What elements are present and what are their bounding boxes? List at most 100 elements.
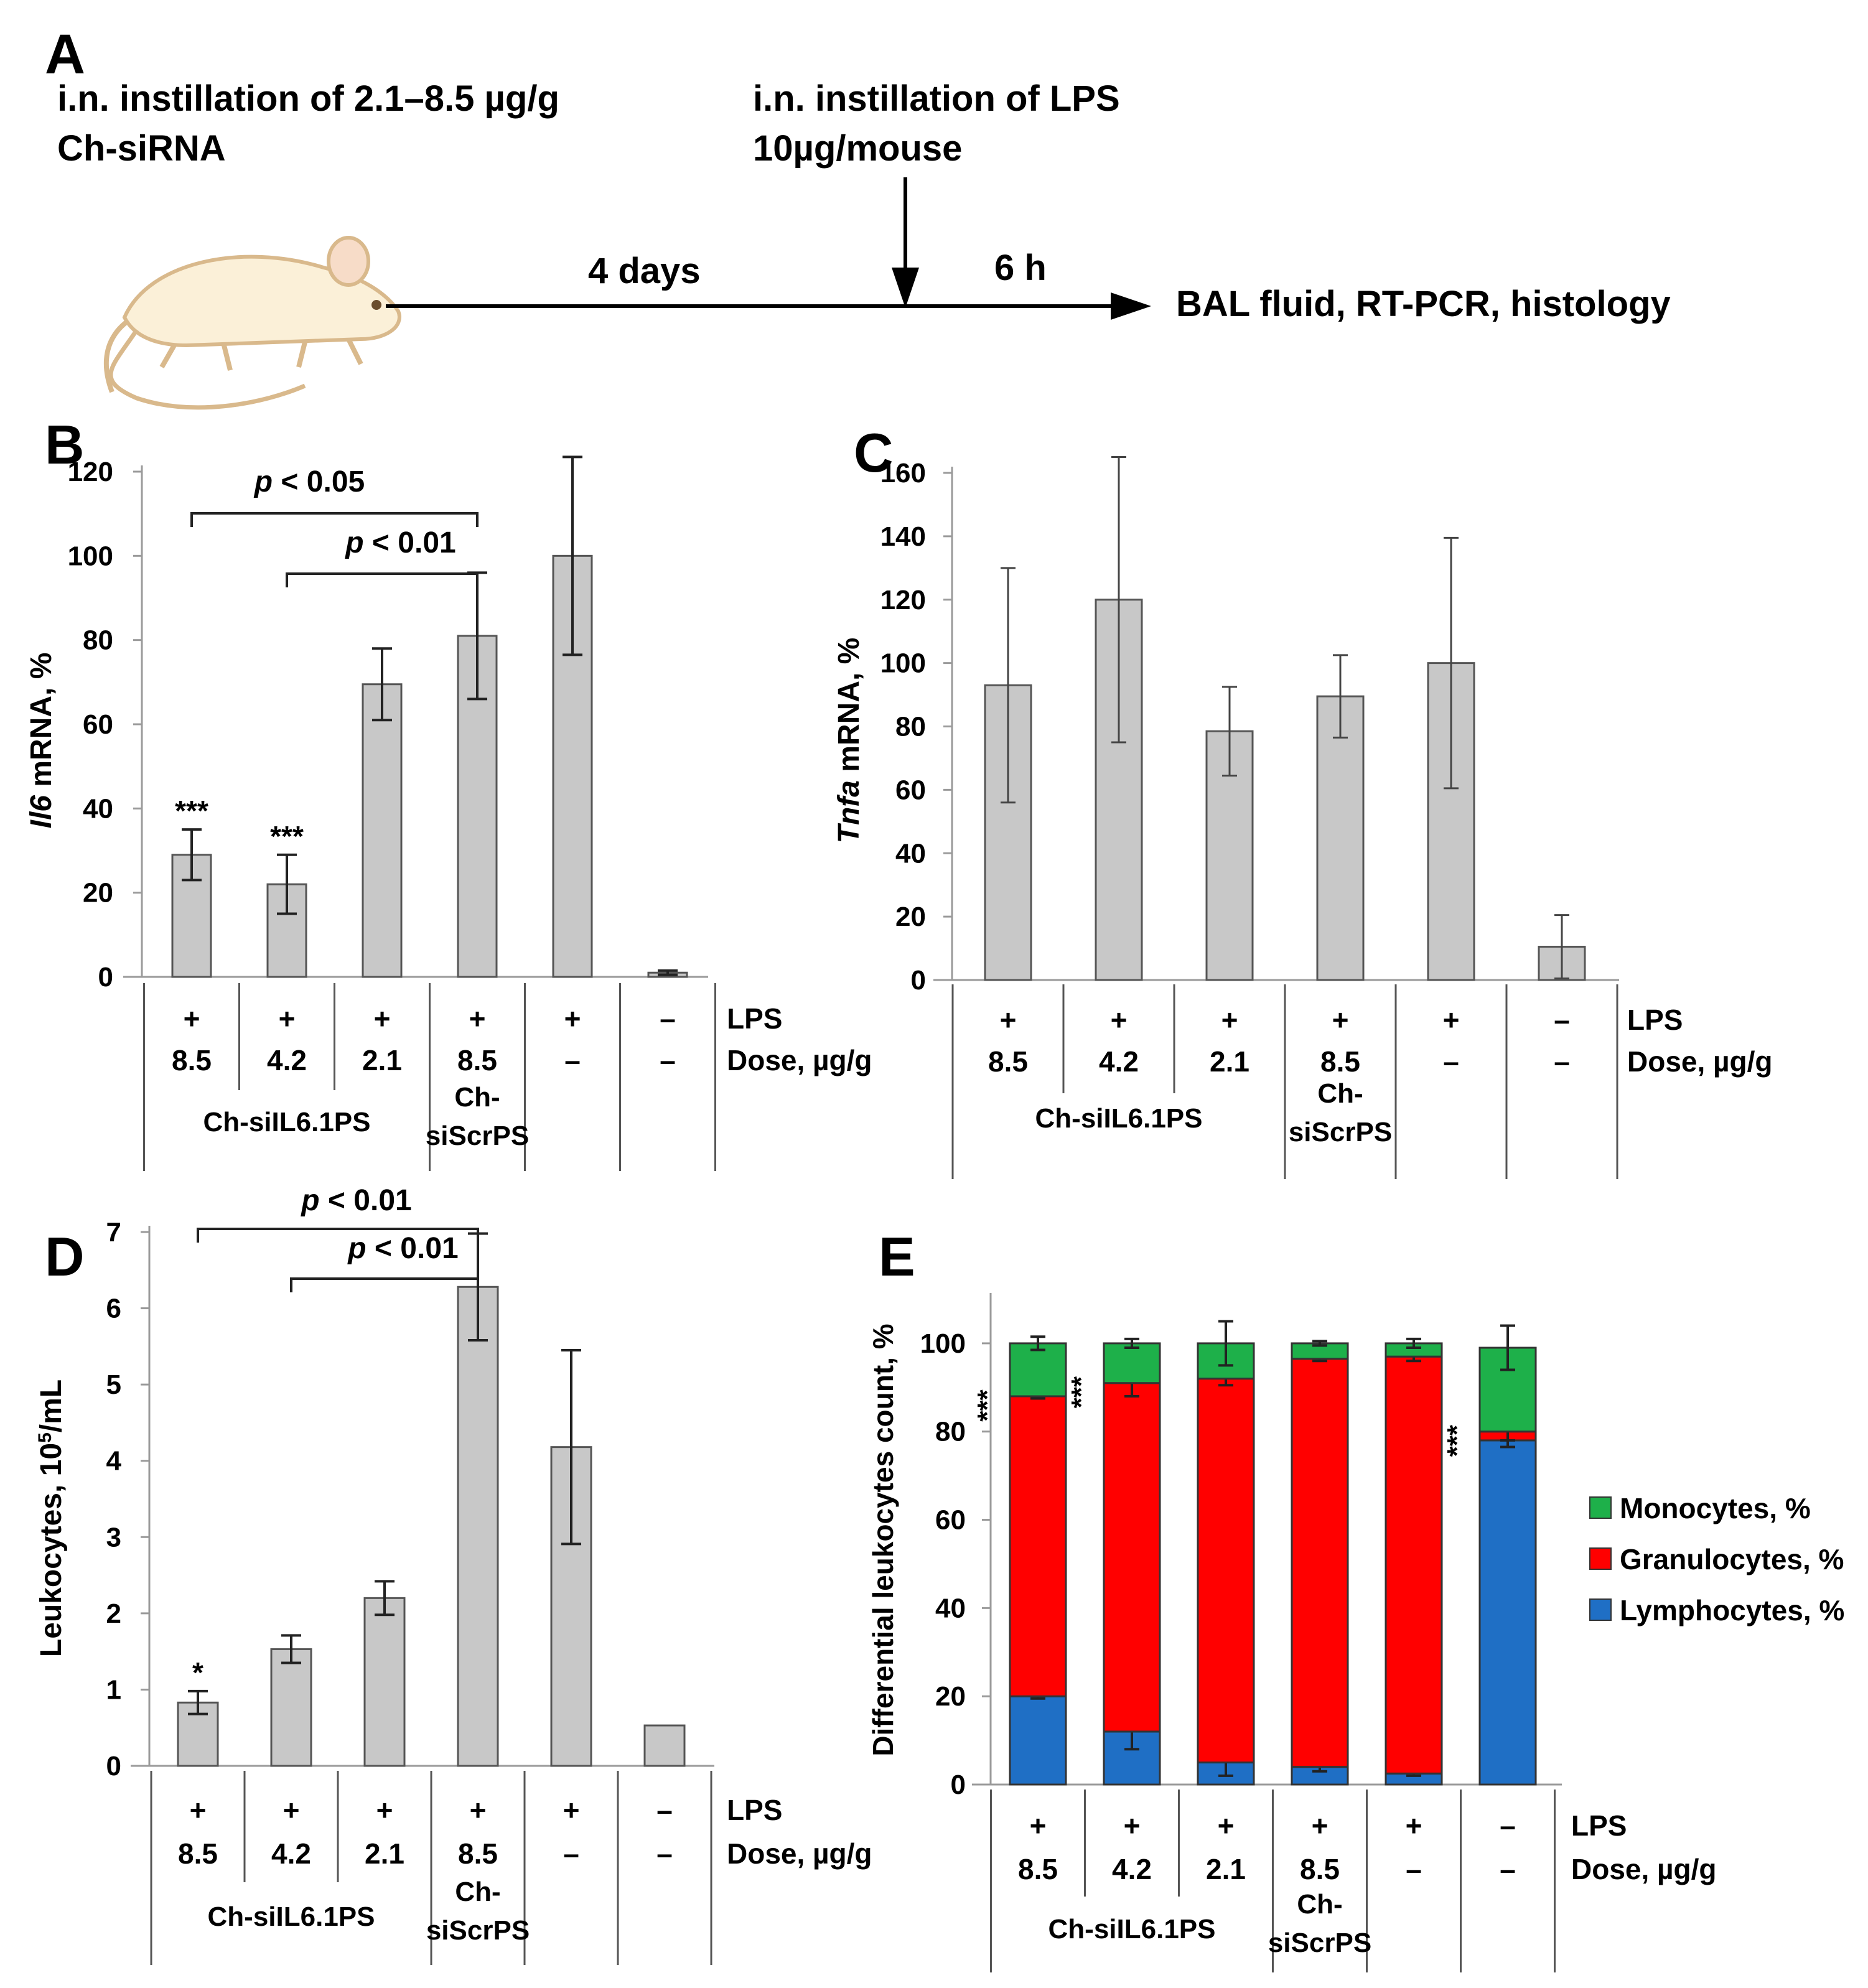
panel-b-ytick-label: 20 (83, 878, 113, 908)
panel-d-ylabel-main: Leukocytes, 10 (35, 1443, 68, 1657)
panel-d-p-value: p < 0.01 (347, 1232, 458, 1265)
panel-e-label: E (879, 1226, 915, 1287)
panel-d-lps-value: + (376, 1794, 393, 1826)
panel-e-ytick-label: 0 (951, 1770, 966, 1800)
panel-e-ytick-label: 100 (920, 1328, 966, 1359)
panel-d-dose-value: 2.1 (365, 1837, 404, 1870)
panel-e-significance-mark: *** (1442, 1424, 1472, 1457)
panel-c-bar (1316, 695, 1365, 981)
panel-c-ytick-label: 140 (880, 521, 926, 552)
panel-e-lps-value: + (1406, 1809, 1422, 1842)
panel-c-lps-value: + (1111, 1004, 1128, 1036)
panel-a-label: A (45, 24, 85, 86)
step2-text-line2: 10µg/mouse (753, 128, 962, 169)
mouse-icon (103, 236, 401, 410)
panel-e-segment-monocytes (1103, 1342, 1161, 1384)
panel-c-dose-row-label: Dose, µg/g (1627, 1045, 1773, 1078)
panel-e-legend-label: Lymphocytes, % (1620, 1594, 1844, 1626)
panel-d-ytick-label: 5 (106, 1370, 121, 1400)
panel-b-significance-bracket (286, 572, 479, 587)
panel-b-dose-value: 4.2 (267, 1044, 307, 1076)
panel-e-ytick-label: 80 (935, 1417, 966, 1447)
panel-b-lps-value: – (660, 1002, 676, 1035)
panel-d-chart: 0 1 2 3 4 5 6 7 LPS Dose, µg/g +8.5 +4.2 +2.1 +8.5 + – –… (106, 1184, 872, 1965)
panel-e-segment-granulocytes (1197, 1378, 1255, 1764)
panel-c-lps-row-label: LPS (1627, 1004, 1683, 1036)
panel-b-lps-value: + (279, 1002, 296, 1035)
panel-c-ytick-label: 0 (911, 965, 926, 996)
panel-e-segment-lymphocytes (1009, 1695, 1067, 1786)
panel-c-dose-value: – (1554, 1045, 1570, 1078)
panel-d-dose-value: 4.2 (271, 1837, 311, 1870)
panel-d-lps-value: + (563, 1794, 580, 1826)
panel-d-ytick-label: 3 (106, 1522, 121, 1552)
panel-b-ylabel: Il6 mRNA, % (25, 653, 58, 829)
panel-c-ytick-label: 120 (880, 585, 926, 615)
panel-d-lps-value: + (283, 1794, 300, 1826)
panel-d-significance-bracket (290, 1277, 479, 1292)
panel-e-segment-granulocytes (1103, 1382, 1161, 1733)
panel-b-label: B (45, 414, 85, 475)
panel-e-legend-label: Monocytes, % (1620, 1492, 1811, 1524)
panel-d-group1-label: Ch-siIL6.1PS (208, 1902, 375, 1932)
panel-b-bar (362, 683, 403, 978)
interval-4-days: 4 days (588, 251, 701, 291)
panel-d-dose-value: 8.5 (458, 1837, 498, 1870)
panel-e-chart: 0 20 40 60 80 100 LPS Dose, µg/g +8.5 +4.2 +2.1 +8.… (920, 1293, 1844, 1972)
panel-d-ytick-label: 6 (106, 1294, 121, 1324)
panel-d-lps-value: + (190, 1794, 207, 1826)
panel-b-group2-label-line1: Ch- (454, 1082, 500, 1113)
lps-arrowhead (892, 268, 919, 308)
panel-d-ytick-label: 4 (106, 1446, 122, 1477)
panel-c-chart: 0 20 40 60 80 100 120 140 160 LPS Dose, µg/g +8.5 +4… (880, 456, 1773, 1179)
interval-6-h: 6 h (994, 248, 1047, 288)
panel-b-dose-value: 2.1 (362, 1044, 402, 1076)
panel-c-group2-label-line1: Ch- (1317, 1078, 1363, 1109)
panel-b-lps-value: + (184, 1002, 200, 1035)
panel-e-ytick-label: 20 (935, 1681, 966, 1712)
panel-b-ylabel-rest: mRNA, % (25, 653, 58, 795)
panel-e-dose-value: 8.5 (1300, 1853, 1340, 1885)
panel-d-lps-value: – (656, 1794, 673, 1826)
panel-b-ytick-label: 60 (83, 709, 113, 740)
panel-d-bar (457, 1286, 499, 1767)
panel-b-dose-value: 8.5 (172, 1044, 212, 1076)
panel-c-ylabel-italic: Tnfa (833, 780, 866, 843)
panel-c-ylabel: Tnfa mRNA, % (833, 638, 866, 844)
panel-e-segment-granulocytes (1291, 1358, 1349, 1768)
panel-b-dose-row-label: Dose, µg/g (727, 1044, 872, 1076)
panel-e-dose-row-label: Dose, µg/g (1571, 1853, 1717, 1885)
panel-e-segment-granulocytes (1385, 1355, 1443, 1775)
panel-c-ytick-label: 20 (895, 902, 926, 932)
panel-e-segment-granulocytes (1009, 1395, 1067, 1697)
timeline-arrowhead (1111, 292, 1151, 320)
panel-b-ylabel-italic: Il6 (25, 795, 58, 829)
panel-b-significance-mark: *** (175, 795, 208, 827)
panel-e-dose-value: 8.5 (1018, 1853, 1058, 1885)
step1-text-line1: i.n. instillation of 2.1–8.5 µg/g (57, 78, 559, 119)
panel-d-ytick-label: 0 (106, 1751, 121, 1781)
panel-e-lps-value: – (1500, 1809, 1516, 1842)
panel-d-dose-value: – (563, 1837, 579, 1870)
panel-c-ytick-label: 80 (895, 712, 926, 742)
panel-b-dose-value: – (660, 1044, 676, 1076)
panel-c-ytick-label: 160 (880, 458, 926, 488)
panel-e-dose-value: – (1406, 1853, 1422, 1885)
panel-c-ytick-label: 40 (895, 838, 926, 869)
panel-e-group2-label-line1: Ch- (1297, 1889, 1342, 1920)
panel-c-dose-value: 4.2 (1099, 1045, 1139, 1078)
panel-b-lps-value: + (564, 1002, 581, 1035)
panel-e-ylabel: Differential leukocytes count, % (867, 1323, 899, 1756)
panel-d-ylabel: Leukocytes, 105/mL (35, 1379, 68, 1657)
panel-b-lps-row-label: LPS (727, 1002, 782, 1035)
panel-d-significance-bracket (197, 1228, 479, 1243)
panel-a: A i.n. instillation of 2.1–8.5 µg/g Ch-s… (45, 24, 1671, 410)
panel-d-label: D (45, 1226, 85, 1287)
panel-e-segment-lymphocytes (1478, 1439, 1537, 1786)
panel-d-bar (270, 1648, 312, 1767)
panel-e-legend-swatch (1589, 1598, 1612, 1621)
panel-d-dose-value: – (656, 1837, 673, 1870)
panel-e-ytick-label: 40 (935, 1593, 966, 1623)
panel-c-label: C (854, 422, 894, 483)
